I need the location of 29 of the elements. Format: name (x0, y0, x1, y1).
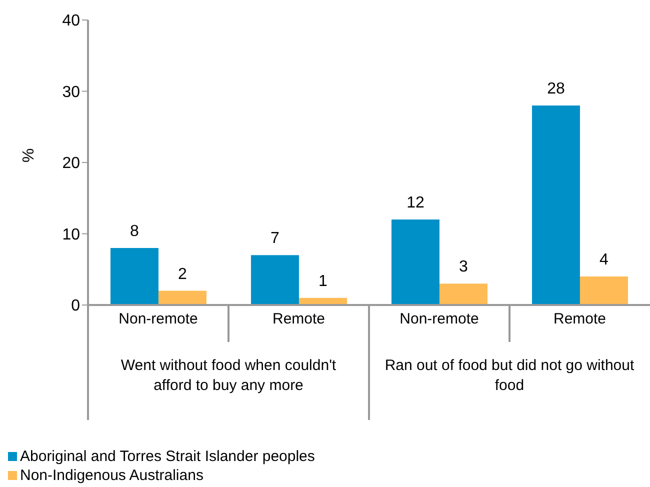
data-label: 7 (270, 230, 280, 248)
legend-label: Non-Indigenous Australians (20, 466, 204, 485)
y-tick-label: 20 (62, 155, 80, 172)
x-tick-label: Non-remote (118, 310, 198, 328)
y-tick-label: 40 (62, 12, 80, 30)
x-tick-label: Remote (272, 310, 326, 328)
data-label: 8 (130, 223, 140, 240)
legend-label: Aboriginal and Torres Strait Islander peoples (20, 447, 315, 466)
x-tick-label: Remote (553, 310, 606, 328)
y-tick-label: 10 (62, 226, 80, 244)
bar (532, 106, 580, 305)
bar (580, 276, 628, 305)
data-label: 12 (406, 194, 424, 212)
bar (158, 290, 206, 305)
data-label: 2 (178, 266, 188, 283)
text: Went without food when couldn't afford to buy any more (120, 357, 336, 394)
bar (391, 220, 440, 305)
bar (439, 284, 488, 305)
data-label: 3 (459, 258, 468, 276)
text: Ran out of food but did not go without food (384, 357, 634, 394)
x-tick-label: Non-remote (400, 310, 479, 328)
data-label: 4 (600, 252, 609, 268)
y-tick-label: 30 (62, 84, 80, 101)
bar (110, 248, 158, 305)
bar (250, 255, 299, 305)
y-tick-label: 0 (71, 298, 80, 315)
y-axis-title: % (20, 148, 38, 162)
data-label: 1 (318, 272, 328, 290)
data-label: 28 (547, 80, 565, 98)
